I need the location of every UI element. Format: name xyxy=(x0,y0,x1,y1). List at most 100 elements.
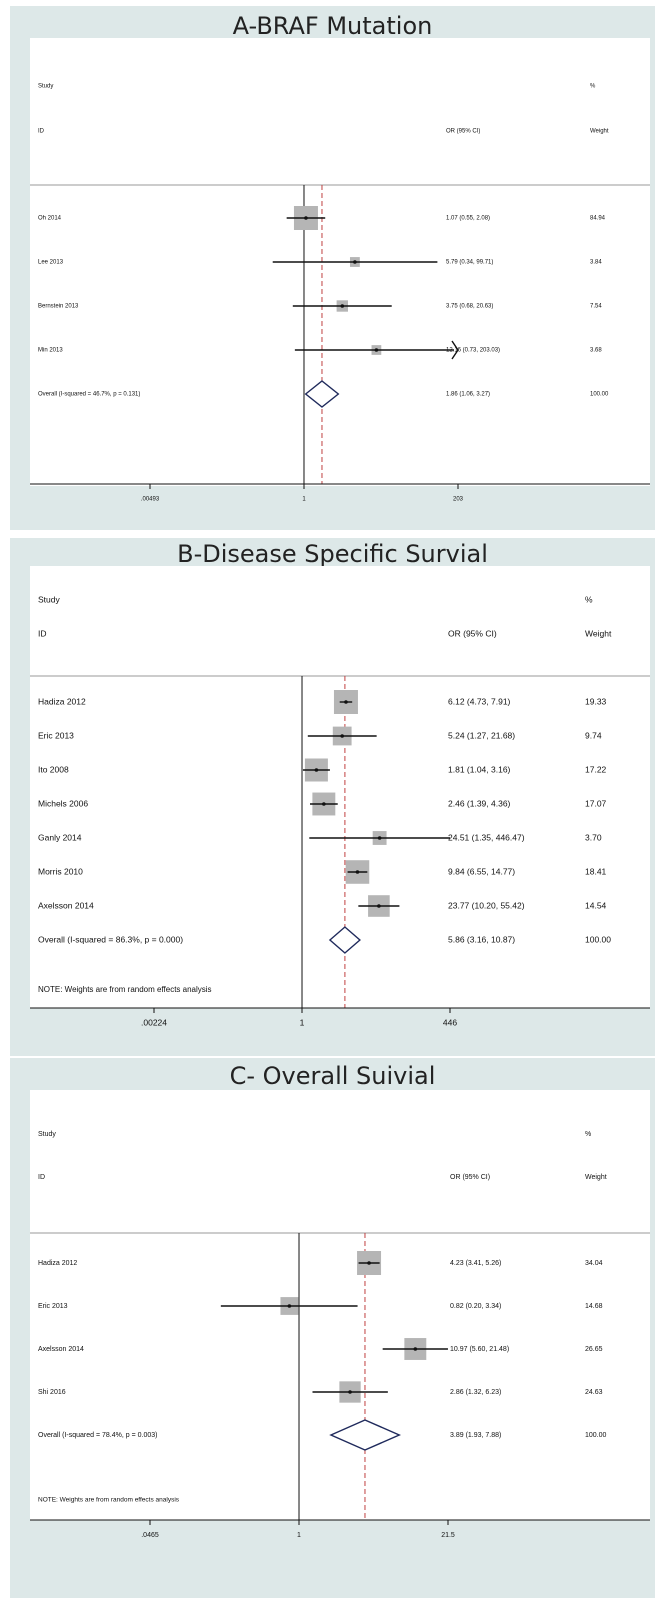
panel-b-plot: Study ID OR (95% CI)% Weight Hadiza 2012 6.12… xyxy=(30,566,650,1027)
x-tick-label: .00493 xyxy=(141,497,160,503)
overall-label: Overall (I-squared = 86.3%, p = 0.000) xyxy=(38,934,183,944)
study-row: Min 2013 12.16 (0.73, 203.03) 3.68 xyxy=(38,340,602,360)
study-or-ci: 5.79 (0.34, 99.71) xyxy=(446,260,493,266)
overall-diamond xyxy=(304,380,340,408)
panel-b-title: B-Disease Specific Survial xyxy=(177,540,488,568)
study-row: Hadiza 2012 6.12 (4.73, 7.91) 19.33 xyxy=(38,690,607,714)
study-weight: 19.33 xyxy=(585,696,607,706)
panel-a: A-BRAF Mutation Study ID OR (95% CI)% Weigh… xyxy=(10,6,655,530)
header-pct: % xyxy=(585,594,593,604)
point-estimate xyxy=(304,216,308,220)
point-estimate xyxy=(314,768,319,772)
overall-weight: 100.00 xyxy=(585,1432,607,1439)
forest-plot-a: Study ID OR (95% CI)% Weight Oh 2014 1.07 (0.… xyxy=(30,84,650,503)
header-effect: OR (95% CI) xyxy=(446,129,480,135)
study-weight: 14.54 xyxy=(585,900,607,910)
study-weight: 34.04 xyxy=(585,1260,603,1267)
study-or-ci: 5.24 (1.27, 21.68) xyxy=(448,730,515,740)
point-estimate xyxy=(377,904,381,908)
study-row: Hadiza 2012 4.23 (3.41, 5.26) 34.04 xyxy=(38,1251,603,1275)
ci-arrow xyxy=(451,340,459,360)
overall-or-ci: 3.89 (1.93, 7.88) xyxy=(450,1432,501,1439)
study-weight: 17.22 xyxy=(585,764,607,774)
forest-plot-b: Study ID OR (95% CI)% Weight Hadiza 2012 6.12… xyxy=(30,594,650,1027)
study-row: Ito 2008 1.81 (1.04, 3.16) 17.22 xyxy=(38,758,607,782)
header-id: ID xyxy=(38,628,47,638)
study-row: Lee 2013 5.79 (0.34, 99.71) 3.84 xyxy=(38,257,602,267)
study-row: Axelsson 2014 23.77 (10.20, 55.42) 14.54 xyxy=(38,895,607,917)
panel-a-title: A-BRAF Mutation xyxy=(232,12,433,40)
study-label: Eric 2013 xyxy=(38,1303,68,1310)
study-row: Bernstein 2013 3.75 (0.68, 20.63) 7.54 xyxy=(38,300,602,312)
header-study: Study xyxy=(38,84,53,90)
point-estimate xyxy=(367,1261,371,1265)
overall-diamond xyxy=(329,1419,402,1451)
point-estimate xyxy=(353,260,357,264)
study-label: Axelsson 2014 xyxy=(38,900,94,910)
study-row: Eric 2013 5.24 (1.27, 21.68) 9.74 xyxy=(38,726,602,746)
point-estimate xyxy=(340,734,344,738)
header-weight: Weight xyxy=(590,129,609,135)
weights-note: NOTE: Weights are from random effects an… xyxy=(38,985,212,994)
study-weight: 14.68 xyxy=(585,1303,603,1310)
study-label: Axelsson 2014 xyxy=(38,1346,84,1353)
header-study: Study xyxy=(38,1131,56,1138)
study-weight: 26.65 xyxy=(585,1346,603,1353)
study-or-ci: 6.12 (4.73, 7.91) xyxy=(448,696,511,706)
point-estimate xyxy=(377,836,382,840)
overall-or-ci: 5.86 (3.16, 10.87) xyxy=(448,934,515,944)
study-label: Michels 2006 xyxy=(38,798,88,808)
overall-row: Overall (I-squared = 86.3%, p = 0.000) 5.… xyxy=(38,926,611,954)
study-weight: 24.63 xyxy=(585,1389,603,1396)
weights-note: NOTE: Weights are from random effects an… xyxy=(38,1497,180,1504)
study-weight: 17.07 xyxy=(585,798,607,808)
study-label: Hadiza 2012 xyxy=(38,696,86,706)
study-weight: 3.70 xyxy=(585,832,602,842)
study-row: Oh 2014 1.07 (0.55, 2.08) 84.94 xyxy=(38,206,606,230)
point-estimate xyxy=(374,348,379,352)
point-estimate xyxy=(348,1390,352,1394)
study-label: Eric 2013 xyxy=(38,730,74,740)
overall-diamond xyxy=(328,926,361,954)
overall-row: Overall (I-squared = 78.4%, p = 0.003) 3.… xyxy=(38,1419,607,1451)
overall-weight: 100.00 xyxy=(590,392,609,398)
header-effect: OR (95% CI) xyxy=(448,628,497,638)
x-tick-label: 1 xyxy=(302,497,306,503)
study-or-ci: 23.77 (10.20, 55.42) xyxy=(448,900,525,910)
overall-weight: 100.00 xyxy=(585,934,611,944)
header-pct: % xyxy=(590,84,596,90)
study-or-ci: 4.23 (3.41, 5.26) xyxy=(450,1260,501,1267)
study-weight: 3.68 xyxy=(590,348,602,354)
x-tick-label: .00224 xyxy=(141,1017,167,1027)
x-tick-label: 1 xyxy=(297,1532,301,1539)
point-estimate xyxy=(287,1304,292,1308)
header-weight: Weight xyxy=(585,628,612,638)
x-tick-label: 203 xyxy=(453,497,464,503)
study-or-ci: 1.81 (1.04, 3.16) xyxy=(448,764,511,774)
study-row: Ganly 2014 24.51 (1.35, 446.47) 3.70 xyxy=(38,831,602,845)
point-estimate xyxy=(322,802,326,806)
study-or-ci: 9.84 (6.55, 14.77) xyxy=(448,866,515,876)
study-or-ci: 1.07 (0.55, 2.08) xyxy=(446,216,490,222)
x-tick-label: 1 xyxy=(300,1017,305,1027)
point-estimate xyxy=(413,1347,418,1351)
study-weight: 18.41 xyxy=(585,866,607,876)
study-or-ci: 12.16 (0.73, 203.03) xyxy=(446,348,500,354)
header-pct: % xyxy=(585,1131,591,1138)
study-or-ci: 3.75 (0.68, 20.63) xyxy=(446,304,493,310)
study-row: Axelsson 2014 10.97 (5.60, 21.48) 26.65 xyxy=(38,1338,603,1360)
study-or-ci: 24.51 (1.35, 446.47) xyxy=(448,832,525,842)
panel-b: B-Disease Specific Survial Study ID OR (95… xyxy=(10,538,655,1056)
study-label: Ganly 2014 xyxy=(38,832,82,842)
header-effect: OR (95% CI) xyxy=(450,1174,490,1181)
x-tick-label: 446 xyxy=(443,1017,457,1027)
header-id: ID xyxy=(38,129,45,135)
study-label: Hadiza 2012 xyxy=(38,1260,77,1267)
study-label: Ito 2008 xyxy=(38,764,69,774)
overall-row: Overall (I-squared = 46.7%, p = 0.131) 1.… xyxy=(38,380,609,408)
study-label: Oh 2014 xyxy=(38,216,62,222)
overall-label: Overall (I-squared = 78.4%, p = 0.003) xyxy=(38,1432,157,1439)
study-weight: 7.54 xyxy=(590,304,602,310)
study-label: Min 2013 xyxy=(38,348,63,354)
